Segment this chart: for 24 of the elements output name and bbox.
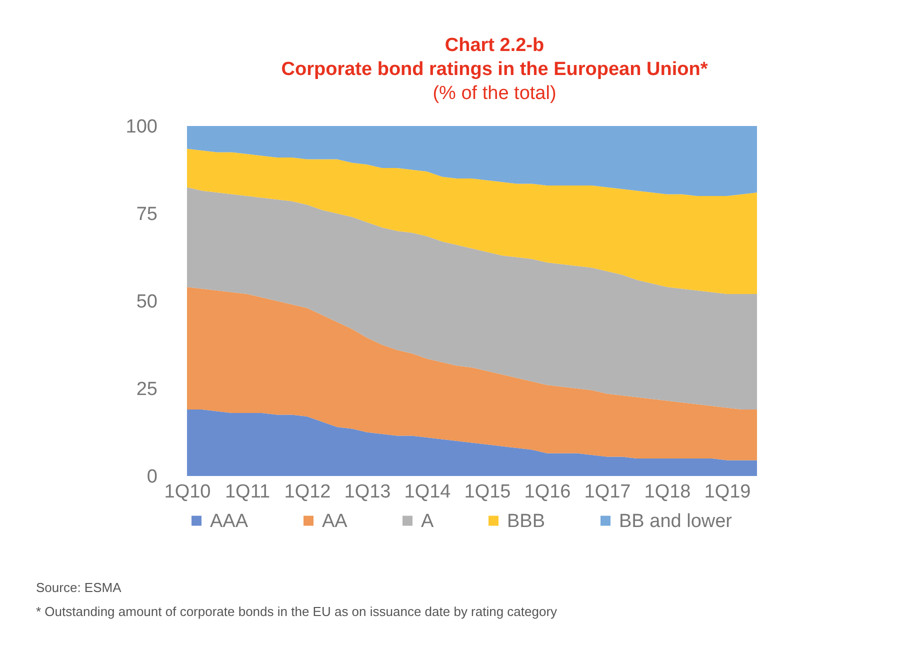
y-tick-label: 0 — [146, 466, 158, 488]
x-tick-label: 1Q19 — [704, 482, 751, 502]
legend-label: BBB — [507, 510, 546, 532]
legend-label: AAA — [210, 510, 248, 532]
x-tick-label: 1Q16 — [524, 482, 571, 502]
x-tick-label: 1Q12 — [284, 482, 331, 502]
y-tick-label: 75 — [136, 204, 158, 225]
x-tick-label: 1Q15 — [464, 482, 511, 502]
y-tick-label: 50 — [136, 292, 158, 312]
text: * Outstanding amount of corporate bonds in the EU as on issuance date by rating category — [36, 603, 558, 621]
source-note: Source: ESMA — [36, 579, 122, 597]
x-tick-label: 1Q13 — [344, 482, 391, 502]
y-tick-label: 100 — [126, 116, 158, 138]
chart-title: Chart 2.2-b Corporate bond ratings in the European Union* — [280, 34, 709, 82]
legend-label: AA — [322, 510, 348, 532]
x-tick-label: 1Q11 — [224, 482, 270, 502]
x-tick-label: 1Q17 — [584, 482, 631, 502]
chart-subtitle: (% of the total) — [432, 82, 558, 106]
legend-label: A — [421, 510, 434, 532]
legend-label: BB and lower — [619, 510, 733, 532]
x-tick-label: 1Q18 — [644, 482, 691, 502]
y-tick-label: 25 — [136, 379, 158, 400]
x-tick-label: 1Q10 — [164, 482, 211, 502]
x-tick-label: 1Q14 — [404, 482, 452, 502]
